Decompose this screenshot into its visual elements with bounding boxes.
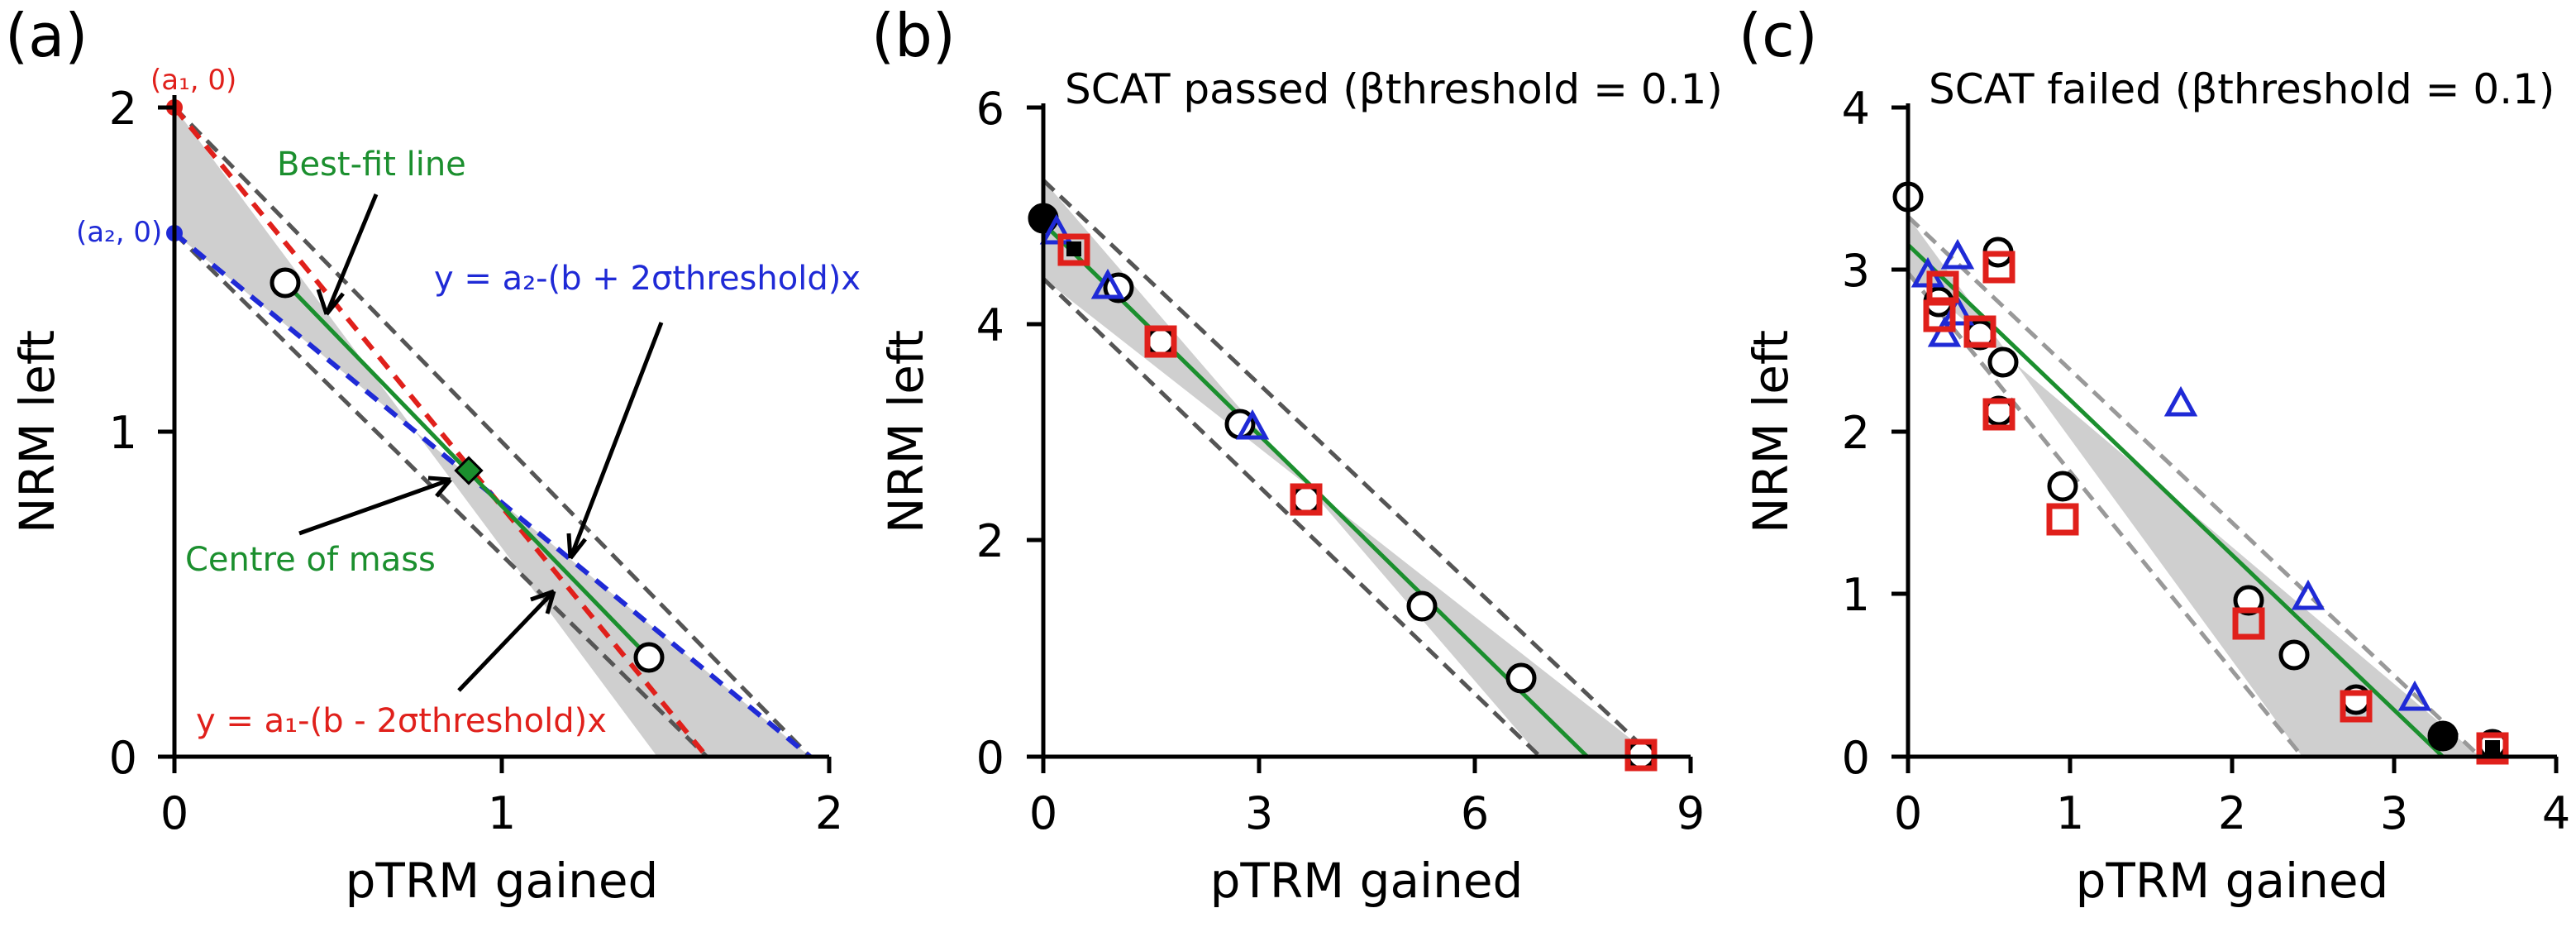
band-upper-edge-c bbox=[1906, 215, 2482, 758]
point-square-b bbox=[1290, 483, 1323, 516]
x-tick-label-c: 3 bbox=[2380, 787, 2408, 839]
point-square-fill-b bbox=[1066, 241, 1081, 256]
x-tick-label-b: 6 bbox=[1461, 787, 1489, 839]
point-triangle-b bbox=[1235, 409, 1270, 440]
point-square-fill-c bbox=[2485, 740, 2500, 755]
point-triangle-c bbox=[2397, 680, 2432, 711]
x-tick-label-c: 1 bbox=[2056, 787, 2084, 839]
panel-a: (a) (a₁, 0) (a₂, 0) Best-fit line Centre… bbox=[5, 1, 861, 909]
y-tick-label-b: 4 bbox=[976, 299, 1004, 351]
y-tick-label-b: 0 bbox=[976, 732, 1004, 784]
point-triangle-c bbox=[2163, 385, 2198, 417]
x-tick-label-c: 0 bbox=[1894, 787, 1922, 839]
best-fit-label: Best-fit line bbox=[277, 146, 466, 184]
blue-line-arrow bbox=[566, 322, 664, 560]
a1-label: (a₁, 0) bbox=[150, 64, 236, 97]
x-tick-label-a: 1 bbox=[488, 787, 516, 839]
y-tick-label-c: 0 bbox=[1842, 732, 1870, 784]
point-open-c bbox=[2278, 639, 2310, 671]
x-tick-label-b: 9 bbox=[1677, 787, 1705, 839]
centre-of-mass-marker bbox=[454, 456, 484, 485]
point-triangle-c bbox=[1927, 316, 1962, 347]
band-lower-edge-b bbox=[1042, 277, 1542, 758]
x-axis-title-c: pTRM gained bbox=[2076, 853, 2389, 909]
centre-of-mass-label: Centre of mass bbox=[185, 541, 436, 579]
x-tick-label-c: 2 bbox=[2218, 787, 2246, 839]
point-open-b bbox=[1290, 484, 1322, 515]
red-equation-label: y = a₁-(b - 2σthreshold)x bbox=[196, 702, 607, 740]
band-lower-edge-c bbox=[1906, 271, 2304, 758]
point-square-c bbox=[2476, 732, 2509, 765]
point-open-c bbox=[2047, 471, 2078, 502]
panel-b: (b) SCAT passed (βthreshold = 0.1) 0 bbox=[871, 1, 1723, 909]
point-open-a bbox=[633, 642, 665, 673]
x-tick-label-a: 2 bbox=[815, 787, 843, 839]
band-upper-edge-a bbox=[173, 106, 812, 758]
best-fit-line-c bbox=[1906, 243, 2445, 758]
point-open-b bbox=[1406, 590, 1438, 622]
a2-label: (a₂, 0) bbox=[76, 216, 162, 249]
y-tick-label-b: 6 bbox=[976, 83, 1004, 135]
chart-title-c: SCAT failed (βthreshold = 0.1) bbox=[1929, 65, 2555, 113]
point-square-c bbox=[2232, 607, 2265, 640]
point-open-c bbox=[2233, 585, 2264, 616]
y-tick-label-a: 1 bbox=[109, 407, 137, 459]
point-square-c bbox=[1982, 251, 2015, 284]
y-axis-title-a: NRM left bbox=[9, 330, 65, 533]
y-tick-label-a: 2 bbox=[109, 83, 137, 135]
x-axis-title-a: pTRM gained bbox=[346, 853, 659, 909]
y-tick-label-c: 1 bbox=[1842, 569, 1870, 621]
y-tick-label-c: 2 bbox=[1842, 407, 1870, 459]
x-tick-label-b: 0 bbox=[1029, 787, 1057, 839]
point-triangle-b bbox=[1039, 213, 1074, 245]
point-triangle-c bbox=[2291, 579, 2326, 610]
band-upper-edge-b bbox=[1042, 179, 1655, 758]
red-line-arrow bbox=[457, 589, 556, 692]
point-square-c bbox=[1923, 299, 1956, 332]
point-open-b bbox=[1145, 326, 1176, 357]
y-tick-label-b: 2 bbox=[976, 515, 1004, 567]
red-line-a bbox=[172, 106, 709, 758]
panel-c: (c) SCAT failed (βthreshold = 0.1) bbox=[1739, 1, 2570, 909]
blue-equation-label: y = a₂-(b + 2σthreshold)x bbox=[434, 260, 861, 298]
point-open-c bbox=[1987, 347, 2019, 378]
y-tick-label-c: 3 bbox=[1842, 245, 1870, 297]
point-square-c bbox=[2046, 503, 2079, 536]
point-triangle-b bbox=[1090, 268, 1125, 299]
point-square-b bbox=[1057, 233, 1090, 266]
point-filled-c bbox=[2427, 720, 2459, 752]
point-square-c bbox=[2340, 690, 2373, 723]
x-axis-title-b: pTRM gained bbox=[1210, 853, 1524, 909]
point-open-a bbox=[270, 267, 301, 299]
y-axis-title-b: NRM left bbox=[878, 330, 934, 533]
x-tick-label-b: 3 bbox=[1245, 787, 1273, 839]
panel-label-b: (b) bbox=[871, 1, 956, 70]
x-tick-label-a: 0 bbox=[160, 787, 188, 839]
y-tick-label-c: 4 bbox=[1842, 83, 1870, 135]
point-open-b bbox=[1505, 662, 1537, 694]
x-tick-label-c: 4 bbox=[2542, 787, 2570, 839]
point-square-c bbox=[1963, 315, 1996, 348]
point-square-b bbox=[1144, 325, 1177, 358]
chart-title-b: SCAT passed (βthreshold = 0.1) bbox=[1065, 65, 1723, 113]
y-tick-label-a: 0 bbox=[109, 732, 137, 784]
blue-line-a bbox=[173, 231, 812, 759]
panel-label-c: (c) bbox=[1739, 1, 1818, 70]
y-axis-title-c: NRM left bbox=[1743, 330, 1799, 533]
centre-of-mass-arrow bbox=[298, 476, 452, 536]
best-fit-arrow bbox=[316, 194, 379, 316]
point-triangle-c bbox=[1940, 238, 1975, 270]
band-lower-edge-a bbox=[173, 232, 708, 758]
panel-label-a: (a) bbox=[5, 1, 88, 70]
point-square-c bbox=[1982, 398, 2015, 431]
